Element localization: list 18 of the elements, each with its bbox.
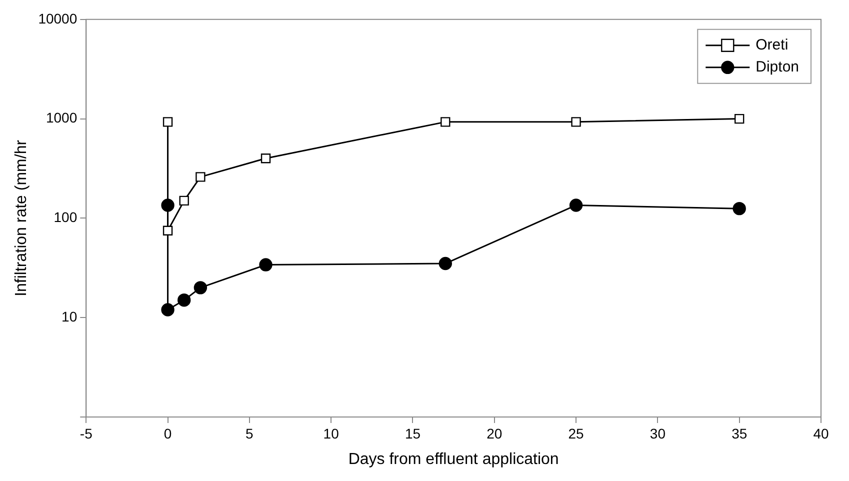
x-tick-label: 20 [486, 425, 502, 442]
x-tick-label: 5 [246, 425, 254, 442]
y-tick-label: 100 [54, 209, 78, 226]
x-tick-label: 10 [323, 425, 340, 442]
x-tick-label: 30 [650, 425, 666, 442]
x-tick-label: 40 [813, 425, 829, 442]
x-tick-label: 25 [568, 425, 584, 442]
x-tick-label: 35 [732, 425, 748, 442]
y-tick-label: 10 [62, 308, 78, 324]
legend-label: Oreti [756, 36, 788, 54]
y-axis-title: Infiltration rate (mm/hr [13, 139, 30, 296]
legend-label: Dipton [756, 58, 799, 76]
x-tick-label: 15 [404, 425, 421, 442]
x-axis-title: Days from effluent application [348, 450, 559, 468]
y-tick-label: 10000 [38, 10, 78, 26]
x-tick-label: 0 [164, 425, 172, 442]
x-tick-label: -5 [80, 425, 93, 442]
y-tick-label: 1000 [46, 110, 78, 126]
